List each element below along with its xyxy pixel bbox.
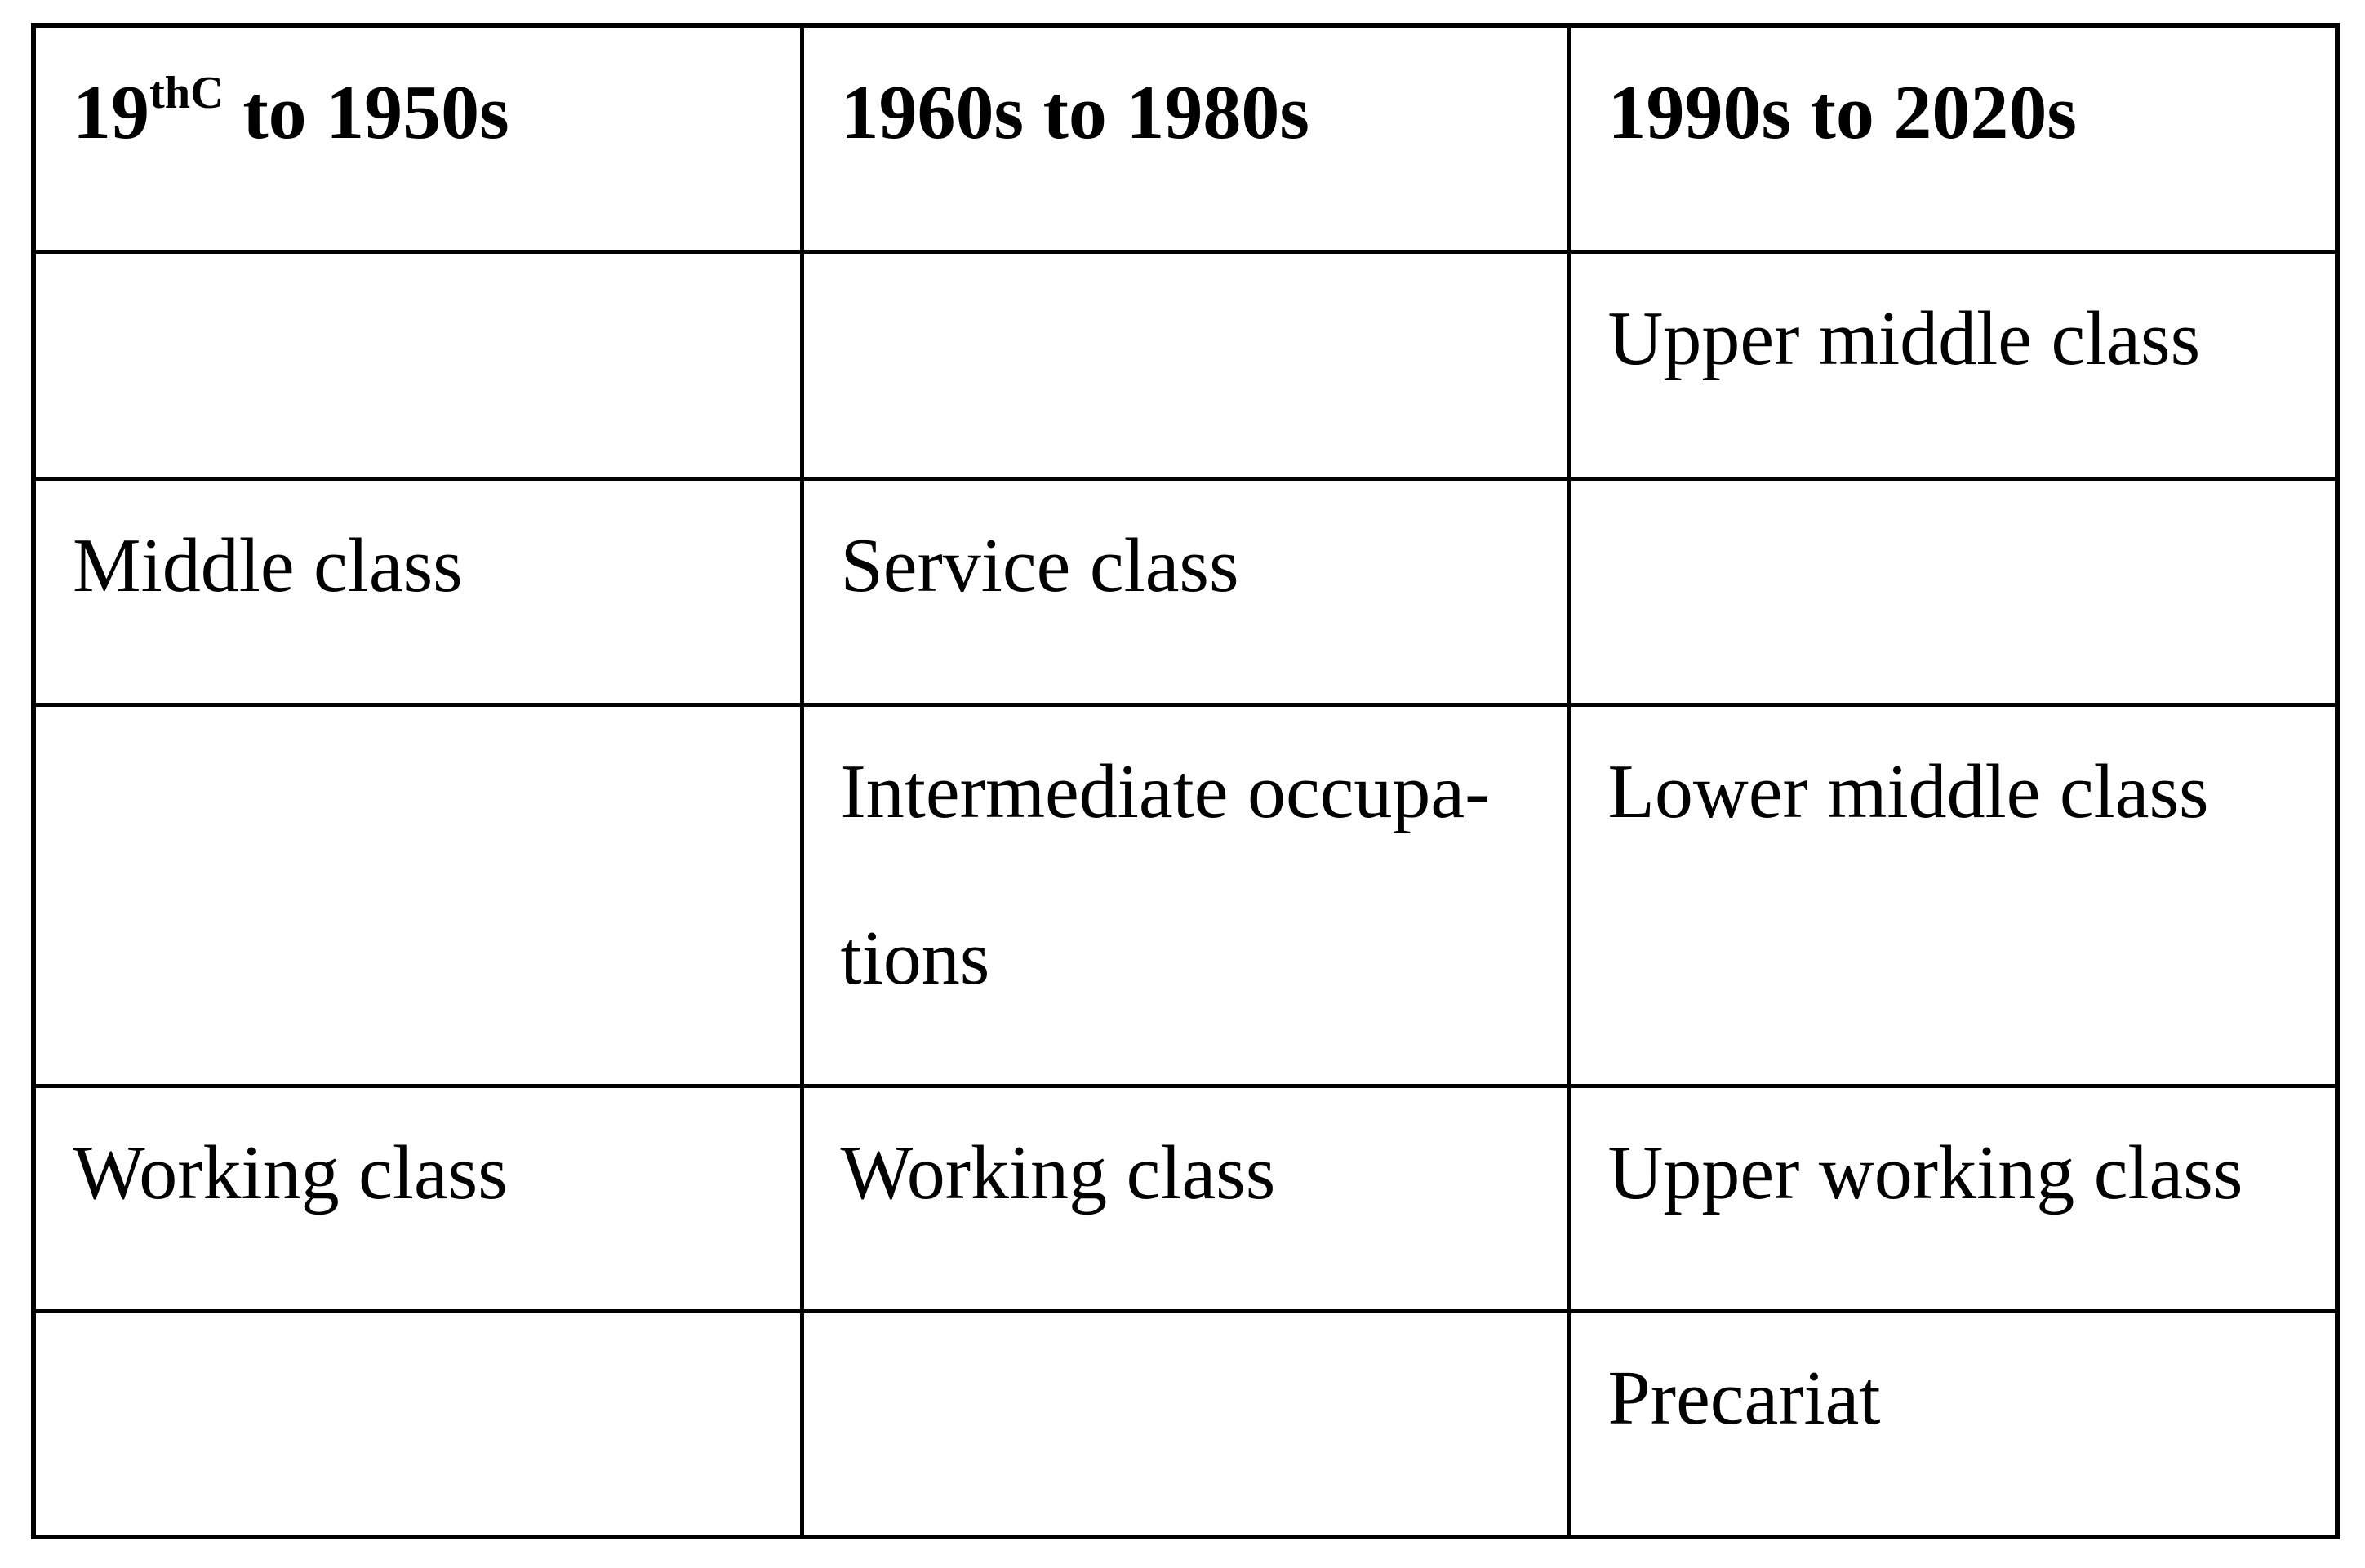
column-header-1960s-to-1980s: 1960s to 1980s xyxy=(799,23,1571,254)
header-row: 19thC to 1950s 1960s to 1980s 1990s to 2… xyxy=(31,23,2340,254)
table-cell-lower-middle-class: Lower middle class xyxy=(1567,702,2340,1088)
table-cell-upper-working-class: Upper working class xyxy=(1567,1083,2340,1313)
table-cell-middle-class: Middle class xyxy=(31,476,804,707)
table-cell-precariat: Precariat xyxy=(1567,1308,2340,1539)
table-cell xyxy=(799,249,1571,481)
column-header-1990s-to-2020s: 1990s to 2020s xyxy=(1567,23,2340,254)
table-row: Precariat xyxy=(31,1308,2340,1539)
table-cell-upper-middle-class: Upper middle class xyxy=(1567,249,2340,481)
social-class-periods-table: 19thC to 1950s 1960s to 1980s 1990s to 2… xyxy=(31,23,2340,1539)
table-row: Intermediate occupa- tions Lower middle … xyxy=(31,702,2340,1088)
header-superscript: thC xyxy=(149,68,224,119)
table-cell-working-class: Working class xyxy=(31,1083,804,1313)
table-cell xyxy=(1567,476,2340,707)
table-cell-working-class: Working class xyxy=(799,1083,1571,1313)
header-text-rest: to 1950s xyxy=(223,70,509,155)
table-cell xyxy=(31,1308,804,1539)
table-row: Upper middle class xyxy=(31,249,2340,481)
table-row: Working class Working class Upper workin… xyxy=(31,1083,2340,1313)
header-text-base: 19 xyxy=(73,70,149,155)
table-cell xyxy=(31,702,804,1088)
table-row: Middle class Service class xyxy=(31,476,2340,707)
table-cell xyxy=(799,1308,1571,1539)
table-cell-intermediate-occupations: Intermediate occupa- tions xyxy=(799,702,1571,1088)
table-cell-service-class: Service class xyxy=(799,476,1571,707)
table-cell xyxy=(31,249,804,481)
column-header-19thc-to-1950s: 19thC to 1950s xyxy=(31,23,804,254)
